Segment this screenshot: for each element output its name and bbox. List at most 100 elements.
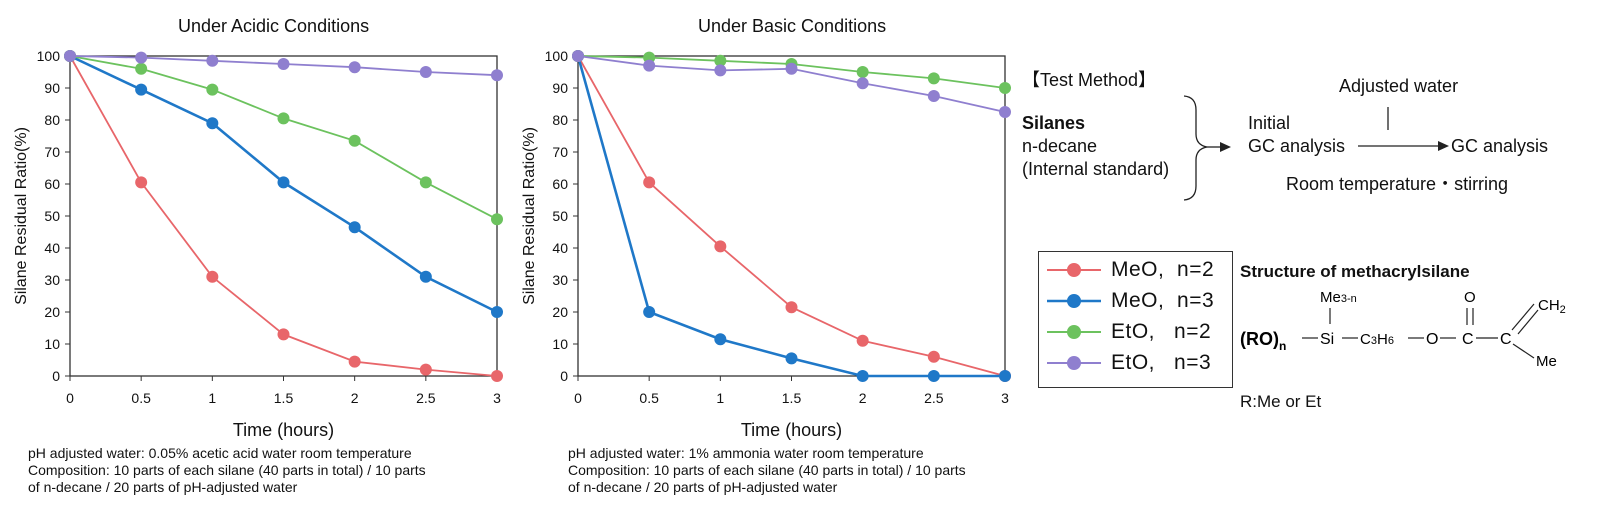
acidic-series-2-point <box>419 176 432 189</box>
legend: MeO, n=2 MeO, n=3 EtO, n=2 EtO, n=3 <box>1038 251 1233 388</box>
legend-label-meo-n2: MeO, n=2 <box>1111 258 1215 281</box>
methyl-group: Me <box>1536 353 1557 370</box>
acidic-note: pH adjusted water: 0.05% acetic acid wat… <box>28 445 498 496</box>
carbonyl-carbon: C <box>1462 331 1474 348</box>
basic-plot-frame <box>577 55 1006 377</box>
decane-label: n-decane <box>1022 136 1098 156</box>
basic-x-tick-label: 1 <box>716 390 724 406</box>
acidic-y-tick-label: 30 <box>44 272 60 288</box>
basic-y-tick-label: 90 <box>552 80 568 96</box>
acidic-plot-frame <box>69 55 498 377</box>
legend-label-meo-n3: MeO, n=3 <box>1111 289 1215 312</box>
basic-y-axis-label: Silane Residual Ratio(%) <box>521 127 538 305</box>
si-atom: Si <box>1320 331 1334 348</box>
basic-y-tick-label: 70 <box>552 144 568 160</box>
acidic-note-line-3: of n-decane / 20 parts of pH-adjusted wa… <box>28 479 298 495</box>
acidic-series-2-point <box>135 62 148 75</box>
acidic-y-tick-label: 60 <box>44 176 60 192</box>
legend-label-eto-n2: EtO, n=2 <box>1111 320 1212 343</box>
acidic-x-tick-label: 0 <box>66 390 74 406</box>
legend-marker-meo-n3 <box>1047 294 1101 308</box>
basic-series-2-point <box>927 72 940 85</box>
acidic-y-tick-label: 0 <box>52 368 60 384</box>
basic-series-1-point <box>714 333 727 346</box>
structure-title: Structure of methacrylsilane <box>1240 262 1470 281</box>
basic-series-1-point <box>643 306 656 318</box>
adjusted-water-label: Adjusted water <box>1339 76 1459 96</box>
acidic-series-3-point <box>348 61 361 74</box>
acidic-series-0-point <box>348 355 361 368</box>
basic-series-1-point <box>999 370 1011 382</box>
acidic-x-axis-label: Time (hours) <box>233 420 334 440</box>
basic-y-tick-label: 80 <box>552 112 568 128</box>
basic-series-2-point <box>856 66 869 78</box>
acidic-series-0-point <box>277 328 290 341</box>
initial-gc-analysis-label: GC analysis <box>1248 136 1346 156</box>
acidic-y-tick-label: 100 <box>37 48 61 64</box>
acidic-series-3-point <box>64 50 76 62</box>
legend-label-eto-n3: EtO, n=3 <box>1111 351 1212 374</box>
acidic-note-line-2: Composition: 10 parts of each silane (40… <box>28 462 426 478</box>
acidic-chart: 0 10 20 30 40 50 60 70 80 90 100 0 0.5 1 1.5 2 2.5 3 Time … <box>13 48 503 440</box>
basic-y-tick-label: 20 <box>552 304 568 320</box>
acidic-series-1-point <box>277 176 290 189</box>
acidic-series-2-point <box>491 213 503 226</box>
brace-shape <box>1183 95 1208 201</box>
acidic-series-0-point <box>135 176 148 189</box>
basic-series-0-point <box>856 334 869 347</box>
acidic-x-tick-label: 2.5 <box>416 390 436 406</box>
basic-note-line-2: Composition: 10 parts of each silane (40… <box>568 462 966 478</box>
acidic-x-tick-label: 1 <box>208 390 216 406</box>
acidic-y-tick-label: 70 <box>44 144 60 160</box>
r-definition: R:Me or Et <box>1240 392 1322 411</box>
basic-y-tick-label: 100 <box>545 48 569 64</box>
basic-series-2-point <box>999 82 1011 94</box>
basic-series-3-point <box>785 62 798 75</box>
acidic-series-1-point <box>135 83 148 96</box>
basic-x-tick-label: 3 <box>1001 390 1009 406</box>
acidic-y-tick-label: 10 <box>44 336 60 352</box>
acidic-x-tick-label: 2 <box>351 390 359 406</box>
brace-arrow-head <box>1220 142 1231 152</box>
basic-x-tick-label: 0.5 <box>639 390 659 406</box>
acidic-series-0-point <box>491 370 503 382</box>
acidic-y-tick-label: 40 <box>44 240 60 256</box>
basic-series-1-point <box>785 352 798 365</box>
ester-oxygen: O <box>1426 331 1438 348</box>
basic-x-axis-label: Time (hours) <box>741 420 842 440</box>
initial-label: Initial <box>1248 113 1291 133</box>
acidic-series-1-point <box>348 221 361 234</box>
acidic-series-3-point <box>419 66 432 78</box>
acidic-series-3-point <box>206 54 219 67</box>
acidic-y-axis-label: Silane Residual Ratio(%) <box>13 127 30 305</box>
c3h6-group: C3H6 <box>1360 331 1394 348</box>
basic-y-tick-label: 50 <box>552 208 568 224</box>
acidic-x-tick-label: 0.5 <box>131 390 151 406</box>
double-bond-cc-1 <box>1511 303 1535 331</box>
basic-series-3-point <box>999 106 1011 118</box>
carbonyl-oxygen: O <box>1464 289 1476 306</box>
acidic-series-3-point <box>135 51 148 64</box>
acidic-x-tick-label: 3 <box>493 390 501 406</box>
basic-note-line-1: pH adjusted water: 1% ammonia water room… <box>568 445 924 461</box>
basic-y-tick-label: 40 <box>552 240 568 256</box>
ch2-group: CH2 <box>1538 297 1566 316</box>
basic-series-3-point <box>643 59 656 72</box>
legend-marker-eto-n2 <box>1047 325 1101 339</box>
acidic-series-2-point <box>277 112 290 125</box>
acidic-y-tick-label: 20 <box>44 304 60 320</box>
basic-series-3-point <box>572 50 584 62</box>
legend-item-meo-n3: MeO, n=3 <box>1039 287 1234 315</box>
basic-series-2-point <box>714 54 727 67</box>
acidic-series-2-point <box>206 83 219 96</box>
basic-y-tick-label: 10 <box>552 336 568 352</box>
silanes-label: Silanes <box>1022 113 1086 133</box>
acidic-y-tick-label: 50 <box>44 208 60 224</box>
ro-group: (RO)n <box>1240 329 1286 353</box>
acidic-series-0-point <box>419 363 432 376</box>
basic-series-0-point <box>714 240 727 253</box>
bond-c-me <box>1512 343 1535 359</box>
legend-marker-eto-n3 <box>1047 356 1101 370</box>
legend-item-meo-n2: MeO, n=2 <box>1039 256 1234 284</box>
acidic-chart-title: Under Acidic Conditions <box>178 16 370 36</box>
